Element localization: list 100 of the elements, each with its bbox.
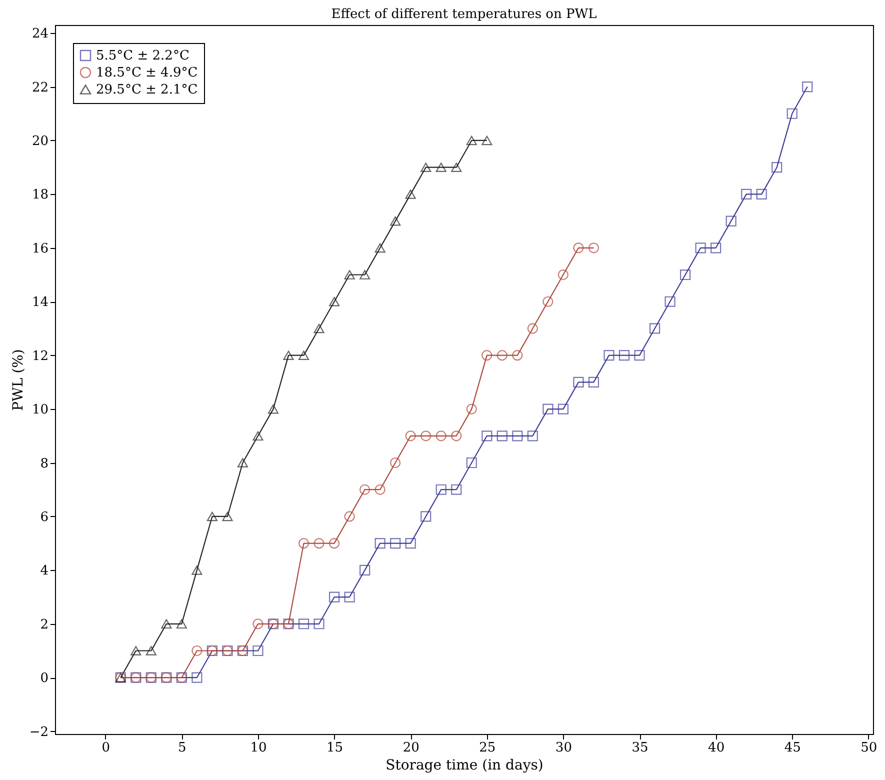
point [558, 269, 568, 280]
point [588, 376, 600, 388]
point [314, 324, 324, 334]
point [390, 216, 401, 226]
x-tick-label: 50 [860, 740, 878, 756]
point [466, 404, 477, 414]
point [252, 645, 264, 656]
point [328, 538, 340, 549]
x-tick-label: 0 [102, 740, 110, 756]
point [298, 350, 310, 360]
point [680, 269, 691, 280]
y-tick-label: −2 [29, 724, 48, 740]
x-tick-label: 45 [784, 740, 801, 756]
point [146, 646, 156, 656]
x-tick-label: 30 [555, 740, 572, 756]
point [512, 350, 523, 361]
x-tick-label: 40 [708, 740, 725, 756]
chart-title: Effect of different temperatures on PWL [331, 7, 598, 22]
point [405, 538, 416, 549]
point [344, 270, 355, 280]
y-tick-label: 2 [40, 617, 48, 632]
point [222, 512, 233, 522]
point [527, 323, 538, 334]
point [328, 592, 340, 602]
point [756, 188, 767, 200]
legend-label: 29.5°C ± 2.1°C [96, 82, 198, 98]
point [618, 350, 630, 361]
point [436, 162, 446, 172]
point [328, 296, 340, 306]
point [298, 538, 310, 549]
y-tick-label: 0 [40, 671, 48, 686]
point [496, 350, 508, 361]
point [283, 350, 294, 360]
point [314, 538, 324, 549]
point [451, 430, 462, 442]
point [161, 619, 172, 629]
point [298, 618, 310, 630]
point [252, 618, 264, 630]
point [710, 242, 722, 254]
point [206, 512, 218, 522]
point [374, 538, 386, 549]
point [802, 81, 813, 92]
y-tick-label: 14 [32, 295, 48, 310]
point [268, 404, 279, 414]
point [482, 136, 492, 146]
x-axis-title: Storage time (in days) [386, 758, 544, 774]
point [360, 564, 370, 576]
point [374, 484, 386, 495]
point [573, 376, 584, 388]
point [649, 323, 660, 334]
y-tick-label: 12 [32, 348, 48, 364]
y-tick-label: 20 [32, 134, 48, 149]
point [542, 404, 554, 414]
point [786, 108, 798, 119]
point [405, 430, 416, 442]
point [390, 538, 401, 549]
y-tick-label: 18 [32, 188, 48, 203]
point [192, 566, 202, 575]
point [634, 350, 645, 361]
point [772, 162, 782, 173]
point [192, 672, 202, 683]
point [527, 430, 538, 442]
x-tick-label: 25 [479, 740, 496, 756]
x-tick-label: 35 [632, 740, 648, 756]
y-tick-label: 10 [32, 402, 48, 418]
x-tick-label: 15 [326, 740, 344, 756]
point [451, 162, 462, 172]
point [466, 136, 477, 146]
x-tick-label: 20 [402, 740, 420, 756]
point [130, 646, 142, 656]
point [344, 511, 355, 522]
point [390, 457, 401, 468]
y-tick-label: 8 [40, 456, 48, 472]
y-tick-label: 22 [32, 80, 48, 96]
point [573, 242, 584, 254]
legend-label: 5.5°C ± 2.2°C [96, 48, 190, 64]
point [405, 190, 416, 199]
point [436, 430, 446, 442]
y-tick-label: 6 [40, 510, 48, 525]
x-tick-label: 10 [250, 740, 267, 756]
point [558, 404, 568, 414]
x-tick-label: 5 [178, 740, 186, 756]
point [451, 484, 462, 495]
point [482, 350, 492, 361]
point [466, 457, 477, 468]
y-tick-label: 16 [32, 241, 48, 256]
point [741, 188, 752, 200]
point [482, 430, 492, 442]
point [344, 592, 355, 602]
point [420, 511, 432, 522]
point [420, 430, 432, 442]
point [512, 430, 523, 442]
point [314, 618, 324, 630]
point [374, 243, 386, 253]
point [588, 242, 600, 254]
y-axis-title: PWL (%) [10, 349, 26, 411]
point [420, 162, 432, 172]
y-tick-label: 4 [40, 564, 48, 579]
point [360, 484, 370, 495]
point [192, 645, 202, 656]
